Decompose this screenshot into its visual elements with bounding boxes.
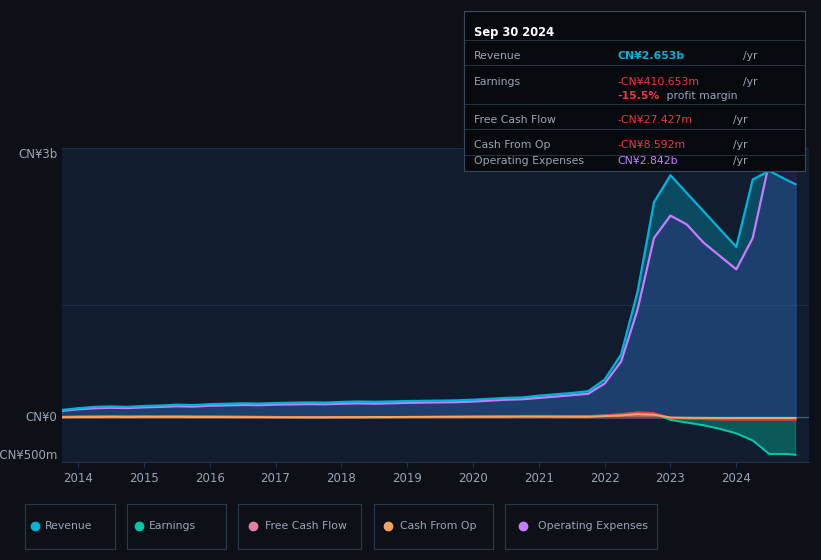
Text: Revenue: Revenue <box>44 521 92 531</box>
Text: /yr: /yr <box>733 156 748 166</box>
Text: -CN¥410.653m: -CN¥410.653m <box>617 77 699 87</box>
Text: Sep 30 2024: Sep 30 2024 <box>474 26 554 39</box>
Text: Operating Expenses: Operating Expenses <box>474 156 584 166</box>
Text: Cash From Op: Cash From Op <box>400 521 476 531</box>
Text: Operating Expenses: Operating Expenses <box>539 521 649 531</box>
Text: Revenue: Revenue <box>474 51 521 61</box>
Text: -15.5%: -15.5% <box>617 91 659 101</box>
Text: Earnings: Earnings <box>149 521 196 531</box>
Text: /yr: /yr <box>733 141 748 151</box>
Text: /yr: /yr <box>743 77 758 87</box>
Text: Free Cash Flow: Free Cash Flow <box>265 521 347 531</box>
Text: Free Cash Flow: Free Cash Flow <box>474 115 556 125</box>
Text: -CN¥8.592m: -CN¥8.592m <box>617 141 686 151</box>
Text: CN¥2.653b: CN¥2.653b <box>617 51 685 61</box>
Text: -CN¥500m: -CN¥500m <box>0 449 57 462</box>
Text: /yr: /yr <box>733 115 748 125</box>
Text: Cash From Op: Cash From Op <box>474 141 551 151</box>
Text: profit margin: profit margin <box>663 91 738 101</box>
Text: CN¥2.842b: CN¥2.842b <box>617 156 678 166</box>
Text: /yr: /yr <box>743 51 758 61</box>
Text: CN¥0: CN¥0 <box>25 410 57 424</box>
Text: Earnings: Earnings <box>474 77 521 87</box>
Text: CN¥3b: CN¥3b <box>18 148 57 161</box>
Text: -CN¥27.427m: -CN¥27.427m <box>617 115 692 125</box>
